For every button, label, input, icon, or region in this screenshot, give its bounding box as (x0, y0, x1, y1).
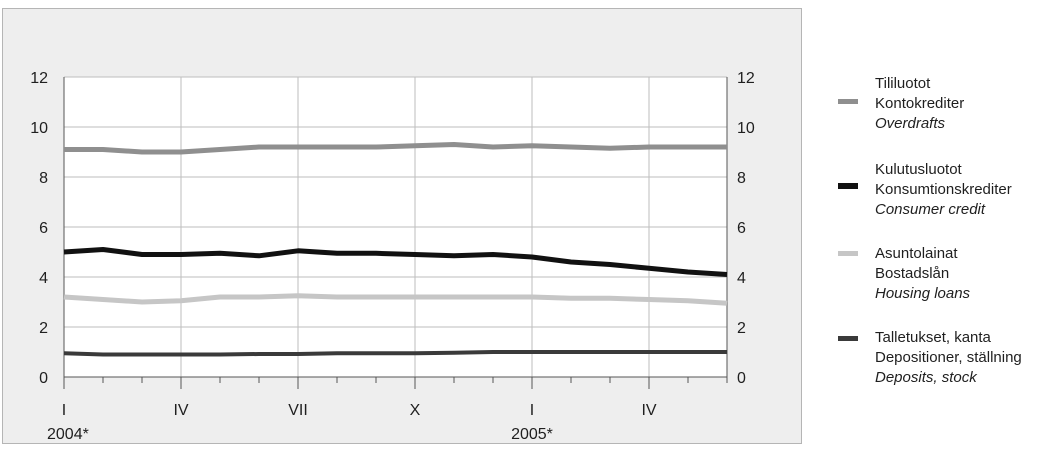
legend-label-en: Consumer credit (875, 201, 986, 218)
x-tick-label: I (62, 402, 66, 419)
legend-swatch-overdrafts (838, 99, 858, 104)
legend-label-fi: Talletukset, kanta (875, 329, 991, 346)
y-tick-label-left: 0 (39, 370, 48, 387)
x-tick-label: I (530, 402, 534, 419)
legend-label-sv: Bostadslån (875, 265, 950, 282)
y-tick-label-right: 10 (737, 120, 755, 137)
legend-swatch-deposits (838, 336, 858, 341)
series-line-consumer-credit (63, 247, 728, 277)
y-tick-label-right: 4 (737, 270, 746, 287)
legend-label-fi: Asuntolainat (875, 245, 958, 262)
x-year-label: 2005* (511, 426, 553, 443)
y-tick-label-right: 8 (737, 170, 746, 187)
y-tick-label-left: 2 (39, 320, 48, 337)
legend-swatch-housing-loans (838, 251, 858, 256)
series-line-deposits (63, 350, 727, 357)
y-tick-label-right: 12 (737, 70, 755, 87)
legend-label-en: Housing loans (875, 285, 971, 302)
y-tick-label-left: 10 (30, 120, 48, 137)
line-chart: 0 0 2 2 4 4 6 6 8 8 10 10 12 12 I IV VII X I IV 2004* 2005* (30, 70, 755, 443)
legend-label-fi: Tililuotot (875, 75, 931, 92)
chart-panel: 0 0 2 2 4 4 6 6 8 8 10 10 12 12 I IV VII X I IV 2004* 2005* (2, 8, 802, 444)
legend-label-en: Deposits, stock (875, 369, 977, 386)
y-tick-label-right: 6 (737, 220, 746, 237)
x-tick-label: X (410, 402, 421, 419)
y-tick-label-right: 0 (737, 370, 746, 387)
legend-label-sv: Kontokrediter (875, 95, 965, 112)
legend-label-fi: Kulutusluotot (875, 161, 962, 178)
legend-label-sv: Depositioner, ställning (875, 349, 1022, 366)
y-tick-label-left: 12 (30, 70, 48, 87)
series-line-overdrafts (64, 142, 727, 155)
x-tick-label: IV (173, 402, 188, 419)
y-tick-label-left: 8 (39, 170, 48, 187)
x-year-label: 2004* (47, 426, 89, 443)
x-tick-label: IV (641, 402, 656, 419)
y-tick-label-left: 4 (39, 270, 48, 287)
series-line-housing-loans (63, 293, 728, 306)
legend-swatch-consumer-credit (838, 183, 858, 189)
y-tick-label-left: 6 (39, 220, 48, 237)
legend-label-sv: Konsumtionskrediter (875, 181, 1012, 198)
legend-label-en: Overdrafts (875, 115, 946, 132)
y-tick-label-right: 2 (737, 320, 746, 337)
x-tick-label: VII (288, 402, 308, 419)
